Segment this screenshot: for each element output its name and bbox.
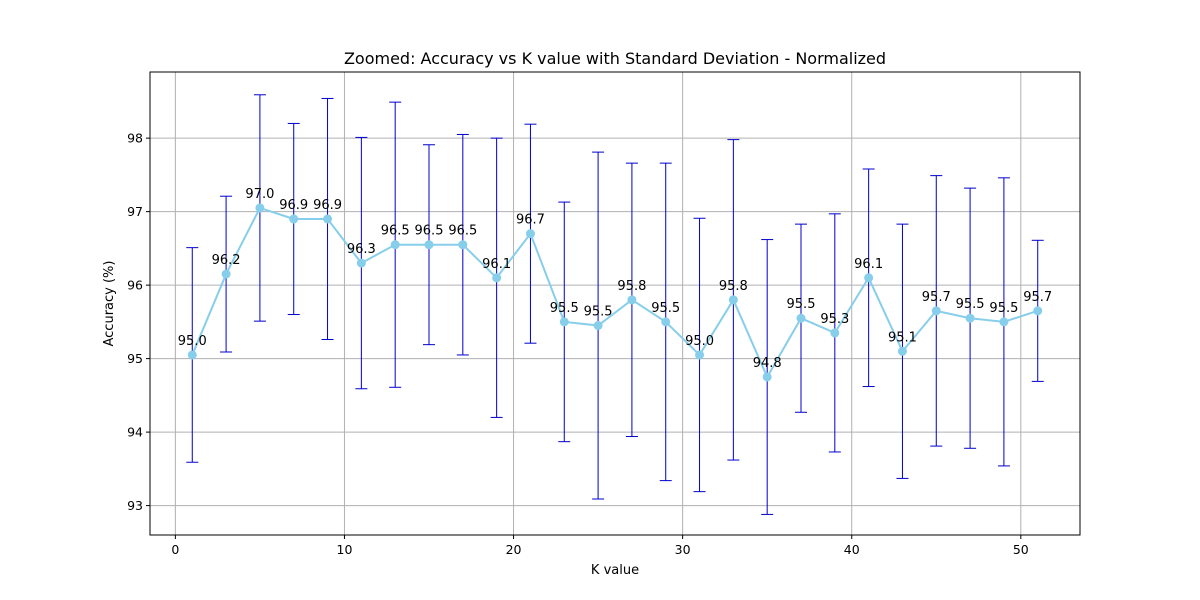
- data-point: [661, 317, 671, 327]
- data-label: 95.0: [685, 334, 714, 349]
- data-label: 95.5: [550, 301, 579, 316]
- data-point: [695, 350, 705, 360]
- chart-title: Zoomed: Accuracy vs K value with Standar…: [344, 49, 886, 68]
- y-tick-label: 97: [127, 204, 143, 219]
- data-point: [999, 317, 1009, 327]
- data-label: 96.2: [212, 253, 241, 268]
- axis-ticks: 0 10 20 30 40 50 93 94 95 96 97 98: [127, 131, 1029, 557]
- x-axis-label: K value: [591, 563, 639, 578]
- y-tick-label: 98: [127, 131, 143, 146]
- x-tick-label: 50: [1013, 542, 1029, 557]
- x-tick-label: 40: [844, 542, 860, 557]
- data-point: [627, 295, 637, 305]
- y-tick-label: 95: [127, 351, 143, 366]
- data-label: 95.8: [617, 279, 646, 294]
- x-tick-label: 0: [171, 542, 179, 557]
- data-point: [458, 240, 468, 250]
- data-point: [221, 269, 231, 279]
- data-point: [255, 203, 265, 213]
- data-point: [1033, 306, 1043, 316]
- plot-frame: [149, 71, 1081, 536]
- y-tick-label: 96: [127, 278, 143, 293]
- series-line-group: [191, 206, 1039, 380]
- data-point: [492, 273, 502, 283]
- data-point: [323, 214, 333, 224]
- x-tick-label: 10: [337, 542, 353, 557]
- data-point: [897, 346, 907, 356]
- data-points: [187, 203, 1043, 382]
- series-line: [191, 206, 1039, 380]
- data-label: 95.5: [651, 301, 680, 316]
- data-point: [762, 372, 772, 382]
- y-tick-label: 93: [127, 498, 143, 513]
- data-label: 95.3: [820, 312, 849, 327]
- data-label: 96.9: [279, 198, 308, 213]
- data-label: 95.7: [1023, 290, 1052, 305]
- data-labels: 95.0 96.2 97.0 96.9 96.9 96.3 96.5 96.5 96.5 96.1…: [178, 187, 1052, 371]
- data-label: 97.0: [245, 187, 274, 202]
- data-point: [525, 229, 535, 239]
- data-label: 96.9: [313, 198, 342, 213]
- data-label: 95.5: [584, 305, 613, 320]
- data-point: [187, 350, 197, 360]
- data-label: 96.5: [381, 224, 410, 239]
- data-point: [424, 240, 434, 250]
- y-tick-label: 94: [127, 425, 143, 440]
- data-point: [965, 313, 975, 323]
- data-label: 95.7: [922, 290, 951, 305]
- y-axis-label: Accuracy (%): [102, 261, 117, 347]
- data-point: [390, 240, 400, 250]
- data-point: [559, 317, 569, 327]
- data-label: 95.5: [787, 297, 816, 312]
- data-label: 96.3: [347, 242, 376, 257]
- data-label: 96.5: [448, 224, 477, 239]
- data-point: [796, 313, 806, 323]
- data-label: 94.8: [753, 356, 782, 371]
- x-tick-label: 30: [675, 542, 691, 557]
- data-label: 95.5: [956, 297, 985, 312]
- data-point: [356, 258, 366, 268]
- data-label: 96.1: [482, 257, 511, 272]
- data-label: 95.0: [178, 334, 207, 349]
- data-label: 95.1: [888, 330, 917, 345]
- data-point: [864, 273, 874, 283]
- data-point: [728, 295, 738, 305]
- data-label: 96.5: [415, 224, 444, 239]
- data-label: 95.8: [719, 279, 748, 294]
- data-point: [931, 306, 941, 316]
- data-label: 95.5: [989, 301, 1018, 316]
- data-point: [830, 328, 840, 338]
- data-point: [593, 321, 603, 331]
- data-label: 96.1: [854, 257, 883, 272]
- x-tick-label: 20: [506, 542, 522, 557]
- data-point: [289, 214, 299, 224]
- data-label: 96.7: [516, 213, 545, 228]
